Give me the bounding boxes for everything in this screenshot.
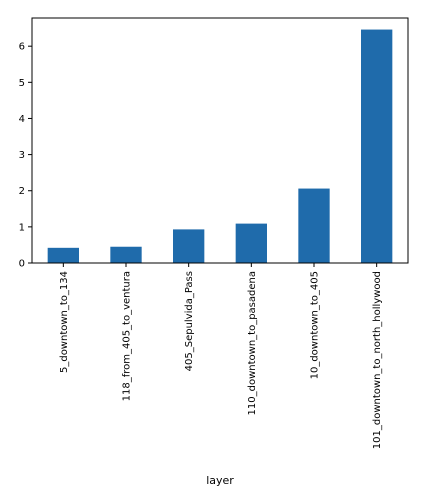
x-axis-label: layer: [206, 474, 234, 487]
bar-118_from_405_to_ventura: [110, 246, 142, 263]
y-axis: 0 1 2 3 4 5 6: [19, 42, 32, 270]
x-tick-label: 5_downtown_to_134: [59, 271, 70, 373]
y-tick-label: 2: [19, 186, 25, 197]
bar-110_downtown_to_pasadena: [235, 223, 267, 263]
x-tick-label: 10_downtown_to_405: [310, 271, 321, 379]
y-tick-label: 6: [19, 42, 25, 53]
bar-5_downtown_to_134: [47, 247, 79, 263]
x-tick-label: 101_downtown_to_north_hollywood: [372, 271, 383, 449]
y-tick-label: 4: [19, 114, 25, 125]
x-tick-label: 118_from_405_to_ventura: [122, 271, 133, 401]
x-tick-label: 110_downtown_to_pasadena: [247, 271, 258, 415]
x-tick-label: 405_Sepulvida_Pass: [184, 271, 195, 371]
y-tick-label: 0: [19, 259, 25, 270]
y-tick-label: 3: [19, 150, 25, 161]
bars-group: [47, 29, 393, 264]
y-tick-label: 5: [19, 78, 25, 89]
plot-frame: [31, 17, 409, 264]
bar-405_Sepulvida_Pass: [173, 229, 205, 263]
x-axis: 5_downtown_to_134 118_from_405_to_ventura…: [59, 263, 383, 449]
bar-101_downtown_to_north_hollywood: [361, 29, 393, 264]
bar-10_downtown_to_405: [298, 188, 330, 263]
y-tick-label: 1: [19, 222, 25, 233]
